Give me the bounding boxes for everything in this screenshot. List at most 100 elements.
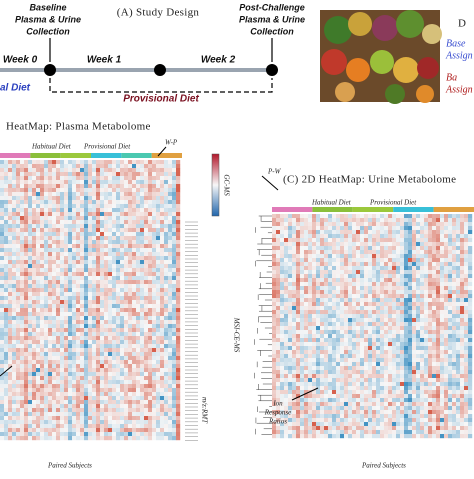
heat-cell <box>148 420 153 425</box>
heat-cell <box>124 280 129 285</box>
heat-cell <box>32 432 37 437</box>
heat-cell <box>24 348 29 353</box>
heat-cell <box>368 242 373 247</box>
heat-cell <box>276 258 281 263</box>
heat-cell <box>48 184 53 189</box>
heat-cell <box>128 172 133 177</box>
heat-cell <box>416 314 421 319</box>
heat-cell <box>124 344 129 349</box>
heat-cell <box>300 270 305 275</box>
heat-cell <box>84 236 89 241</box>
heat-cell <box>56 272 61 277</box>
heat-cell <box>316 254 321 259</box>
heat-cell <box>172 432 177 437</box>
heat-cell <box>0 224 5 229</box>
heat-cell <box>92 344 97 349</box>
heat-cell <box>328 314 333 319</box>
heat-cell <box>372 282 377 287</box>
heat-cell <box>396 330 401 335</box>
heat-cell <box>32 164 37 169</box>
heat-cell <box>12 228 17 233</box>
heat-cell <box>292 270 297 275</box>
heat-cell <box>172 424 177 429</box>
heat-cell <box>156 324 161 329</box>
heat-cell <box>328 238 333 243</box>
heat-cell <box>364 230 369 235</box>
heat-cell <box>8 432 13 437</box>
heat-cell <box>376 234 381 239</box>
heat-cell <box>284 326 289 331</box>
heat-cell <box>24 280 29 285</box>
heat-cell <box>164 396 169 401</box>
heat-cell <box>20 312 25 317</box>
heat-cell <box>280 342 285 347</box>
heat-cell <box>4 316 9 321</box>
heat-cell <box>4 428 9 433</box>
heat-cell <box>412 346 417 351</box>
heat-cell <box>444 250 449 255</box>
heat-cell <box>132 424 137 429</box>
heat-cell <box>40 320 45 325</box>
heat-cell <box>288 214 293 219</box>
heat-cell <box>100 352 105 357</box>
heat-cell <box>164 364 169 369</box>
heat-cell <box>128 388 133 393</box>
heat-cell <box>300 282 305 287</box>
heat-cell <box>292 226 297 231</box>
heat-cell <box>348 226 353 231</box>
heat-cell <box>64 192 69 197</box>
heat-cell <box>284 318 289 323</box>
heat-cell <box>136 352 141 357</box>
heat-cell <box>44 168 49 173</box>
heat-cell <box>124 432 129 437</box>
heat-cell <box>444 282 449 287</box>
heat-cell <box>40 280 45 285</box>
heat-cell <box>148 272 153 277</box>
heat-cell <box>12 400 17 405</box>
heat-cell <box>36 392 41 397</box>
heat-cell <box>120 336 125 341</box>
heat-cell <box>428 294 433 299</box>
heat-cell <box>72 328 77 333</box>
heat-cell <box>304 310 309 315</box>
heat-cell <box>284 254 289 259</box>
heat-cell <box>120 204 125 209</box>
heat-cell <box>132 188 137 193</box>
heat-cell <box>24 352 29 357</box>
heat-cell <box>88 176 93 181</box>
heat-cell <box>312 310 317 315</box>
heat-cell <box>332 334 337 339</box>
heat-cell <box>36 232 41 237</box>
heat-cell <box>80 308 85 313</box>
heat-cell <box>464 222 469 227</box>
heat-cell <box>24 204 29 209</box>
heat-cell <box>176 372 181 377</box>
heat-cell <box>464 238 469 243</box>
heat-cell <box>76 416 81 421</box>
heat-cell <box>84 412 89 417</box>
heat-cell <box>360 326 365 331</box>
heat-cell <box>64 356 69 361</box>
heat-cell <box>116 268 121 273</box>
heat-cell <box>44 424 49 429</box>
heat-cell <box>156 260 161 265</box>
heat-cell <box>44 192 49 197</box>
heat-cell <box>308 326 313 331</box>
heat-cell <box>312 298 317 303</box>
heat-cell <box>340 246 345 251</box>
heat-cell <box>24 264 29 269</box>
heat-cell <box>4 312 9 317</box>
heat-cell <box>32 268 37 273</box>
heat-cell <box>32 316 37 321</box>
heat-cell <box>40 296 45 301</box>
heat-cell <box>96 352 101 357</box>
heat-cell <box>176 288 181 293</box>
heat-cell <box>144 304 149 309</box>
heat-cell <box>20 280 25 285</box>
heat-cell <box>448 242 453 247</box>
heat-cell <box>60 352 65 357</box>
heat-cell <box>56 436 61 441</box>
heat-cell <box>468 314 473 319</box>
heat-cell <box>32 220 37 225</box>
heat-cell <box>48 176 53 181</box>
